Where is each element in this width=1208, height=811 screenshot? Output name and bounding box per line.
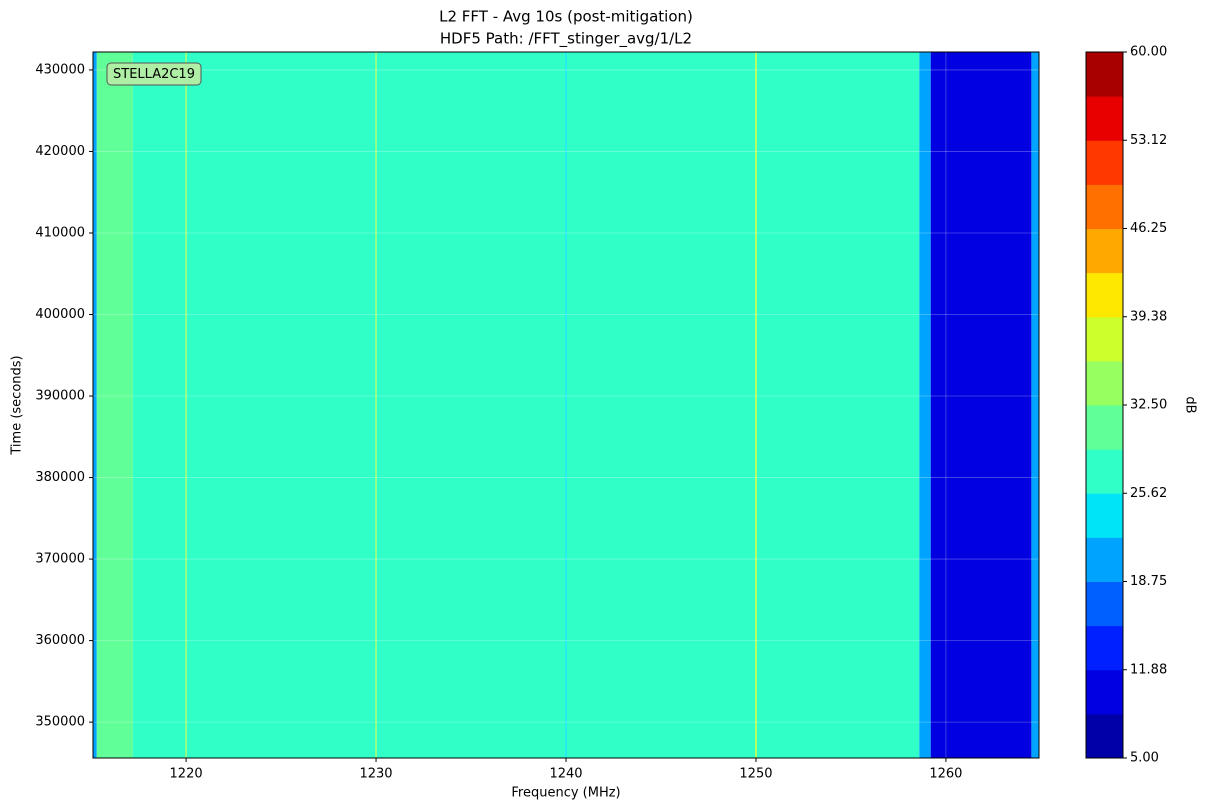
y-tick-label: 350000 <box>35 715 85 730</box>
heat-band <box>919 52 931 758</box>
colorbar-tick-label: 39.38 <box>1130 309 1167 324</box>
colorbar-segment <box>1086 669 1123 715</box>
x-tick-label: 1220 <box>170 767 203 782</box>
heat-band <box>93 52 97 758</box>
colorbar-tick-label: 53.12 <box>1130 133 1167 148</box>
x-tick-label: 1260 <box>929 767 962 782</box>
colorbar-segment <box>1086 184 1123 229</box>
y-tick-label: 360000 <box>35 633 85 648</box>
y-tick-label: 400000 <box>35 307 85 322</box>
colorbar-tick-label: 18.75 <box>1130 574 1167 589</box>
colorbar-tick-label: 25.62 <box>1130 486 1167 501</box>
colorbar-segment <box>1086 316 1123 362</box>
heat-band <box>96 52 133 758</box>
y-tick-label: 390000 <box>35 389 85 404</box>
annotation: STELLA2C19 <box>113 67 195 82</box>
y-tick-label: 410000 <box>35 225 85 240</box>
colorbar-segment <box>1086 96 1123 141</box>
x-axis-label: Frequency (MHz) <box>511 786 620 801</box>
y-tick-label: 430000 <box>35 62 85 77</box>
colorbar-tick-label: 11.88 <box>1130 662 1167 677</box>
colorbar-segment <box>1086 405 1123 450</box>
colorbar-tick-label: 5.00 <box>1130 751 1159 766</box>
colorbar-segment <box>1086 140 1123 185</box>
chart-title: L2 FFT - Avg 10s (post-mitigation) <box>439 8 693 26</box>
y-axis-label: Time (seconds) <box>10 355 25 455</box>
spectral-line <box>185 52 187 758</box>
colorbar-segment <box>1086 713 1123 759</box>
annotation-box <box>106 62 202 86</box>
spectral-line <box>375 52 377 758</box>
y-tick-label: 420000 <box>35 144 85 159</box>
colorbar-segment <box>1086 360 1123 406</box>
spectral-line <box>565 52 567 758</box>
x-tick-label: 1240 <box>549 767 582 782</box>
colorbar-segment <box>1086 581 1123 627</box>
plot-frame <box>92 51 1040 759</box>
colorbar-segment <box>1086 449 1123 494</box>
heat-band <box>132 52 920 758</box>
colorbar-segment <box>1086 537 1123 582</box>
spectral-line <box>755 52 757 758</box>
colorbar-tick-label: 32.50 <box>1130 398 1167 413</box>
y-tick-label: 370000 <box>35 552 85 567</box>
chart-subtitle: HDF5 Path: /FFT_stinger_avg/1/L2 <box>440 30 692 49</box>
colorbar-segment <box>1086 52 1123 97</box>
colorbar-segment <box>1086 625 1123 671</box>
colorbar-tick-label: 46.25 <box>1130 221 1167 236</box>
heat-band <box>1031 52 1039 758</box>
x-tick-label: 1230 <box>359 767 392 782</box>
colorbar-tick-label: 60.00 <box>1130 45 1167 60</box>
x-tick-label: 1250 <box>739 767 772 782</box>
colorbar-label: dB <box>1183 396 1198 413</box>
colorbar-segment <box>1086 228 1123 274</box>
y-tick-label: 380000 <box>35 470 85 485</box>
heat-band <box>930 52 1032 758</box>
colorbar-segment <box>1086 493 1123 538</box>
colorbar-segment <box>1086 272 1123 318</box>
